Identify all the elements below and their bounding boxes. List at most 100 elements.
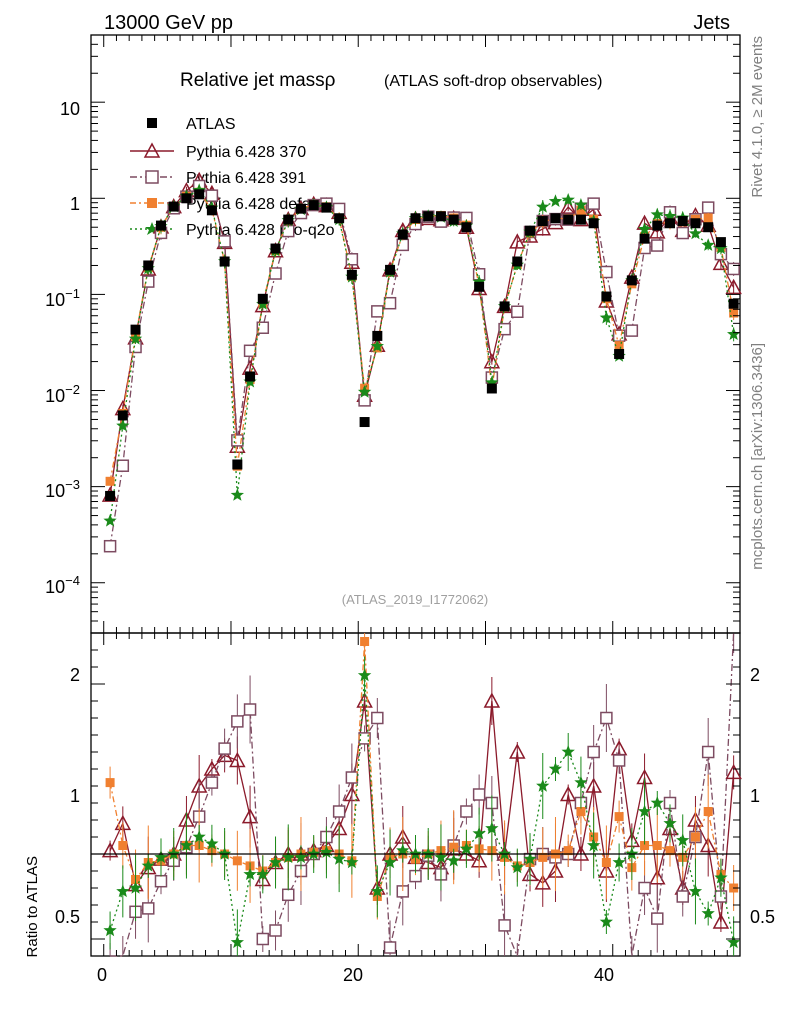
series-point-ratio [703, 807, 713, 816]
series-point-ratio [538, 852, 548, 862]
series-point-ratio [459, 841, 474, 855]
series-point-main [688, 226, 703, 240]
series-point-main [701, 201, 715, 214]
atlas-point [639, 233, 650, 244]
series-point-main [663, 209, 677, 222]
series-point-ratio [485, 821, 499, 835]
atlas-point [525, 225, 536, 236]
atlas-point [677, 216, 688, 227]
atlas-point [346, 269, 357, 280]
atlas-point [563, 214, 574, 225]
series-point-main [725, 278, 742, 295]
series-point-ratio [345, 855, 359, 869]
atlas-point [601, 291, 612, 302]
chart-subtitle: (ATLAS soft-drop observables) [384, 73, 602, 90]
series-point-ratio [712, 913, 730, 929]
series-point-main [231, 434, 244, 447]
series-point-main [714, 241, 728, 255]
series-point-ratio [103, 923, 117, 937]
series-point-ratio [421, 847, 435, 860]
series-point-main [472, 275, 486, 288]
series-point-ratio [449, 842, 459, 852]
atlas-point [550, 213, 561, 224]
series-point-main [243, 344, 257, 358]
series-point-ratio [727, 935, 741, 949]
series-point-ratio [118, 841, 128, 850]
legend-marker-atlas [147, 118, 157, 128]
chart-title: Relative jet massρ [180, 70, 336, 91]
atlas-point [283, 214, 294, 225]
series-point-ratio [460, 805, 473, 818]
series-point-ratio [383, 855, 397, 869]
series-point-ratio [128, 881, 143, 894]
series-point-main [548, 194, 563, 207]
xtick-40: 40 [594, 965, 614, 985]
series-point-ratio [690, 832, 700, 842]
series-point-main [729, 308, 739, 318]
atlas-point [105, 490, 116, 501]
atlas-point [130, 324, 141, 335]
series-point-ratio [536, 779, 550, 792]
series-point-ratio [371, 711, 384, 725]
header-left: 13000 GeV pp [104, 12, 233, 34]
series-point-main [576, 205, 586, 215]
series-point-ratio [243, 867, 257, 881]
series-point-main [105, 476, 115, 486]
legend-marker-default [147, 198, 157, 208]
series-point-ratio [281, 888, 295, 902]
series-point-ratio [142, 902, 155, 915]
series-point-main [649, 223, 666, 239]
atlas-point [499, 301, 510, 312]
series-point-ratio [676, 833, 690, 847]
series-point-main [116, 418, 130, 432]
series-point-ratio [651, 912, 664, 925]
atlas-point [435, 211, 446, 222]
series-point-ratio [357, 668, 372, 682]
series-point-ratio [699, 836, 717, 853]
legend-label-default: Pythia 6.428 default [186, 196, 328, 213]
series-point-ratio [256, 932, 270, 946]
ytick-main-1e-4: 10−4 [45, 573, 80, 597]
ytick-ratio-05-left: 0.5 [55, 907, 80, 927]
series-point-ratio [688, 884, 703, 898]
series-point-main [357, 385, 372, 398]
series-point-ratio [576, 807, 586, 816]
series-point-ratio [725, 763, 742, 780]
series-point-ratio [587, 838, 601, 852]
ytick-ratio-2-left: 2 [70, 665, 80, 685]
series-point-ratio [105, 778, 115, 788]
atlas-point [423, 211, 434, 222]
atlas-point [257, 293, 268, 304]
ytick-main-1e-1: 10−1 [45, 286, 80, 310]
series-point-main [218, 235, 231, 248]
series-point-ratio [509, 743, 526, 759]
ratio-y-label: Ratio to ATLAS [24, 856, 41, 957]
ytick-main-10: 10 [60, 99, 80, 119]
series-point-ratio [472, 788, 486, 801]
series-point-ratio [434, 850, 448, 864]
series-point-main [498, 322, 511, 336]
series-point-ratio [663, 816, 677, 830]
series-point-ratio [625, 847, 639, 860]
series-point-main [599, 310, 613, 324]
series-point-main [509, 233, 526, 249]
ytick-main-1e-3: 10−3 [45, 477, 80, 501]
series-point-ratio [229, 751, 246, 768]
atlas-point [308, 200, 319, 211]
series-point-ratio [230, 935, 244, 949]
series-point-main [345, 253, 359, 266]
series-point-ratio [154, 874, 168, 888]
series-point-main [256, 321, 270, 334]
atlas-point [614, 348, 625, 359]
series-point-ratio [231, 715, 244, 728]
series-point-main [536, 200, 550, 213]
legend-label-370: Pythia 6.428 370 [186, 144, 306, 161]
legend: ATLAS Pythia 6.428 370 Pythia 6.428 391 … [130, 116, 335, 239]
series-line-main [109, 189, 735, 521]
ytick-main-1e-2: 10−2 [45, 382, 80, 406]
series-point-ratio [256, 867, 270, 881]
series-point-ratio [701, 906, 715, 920]
series-point-ratio [294, 850, 308, 864]
series-point-ratio [637, 804, 652, 818]
series-point-main [142, 275, 155, 288]
